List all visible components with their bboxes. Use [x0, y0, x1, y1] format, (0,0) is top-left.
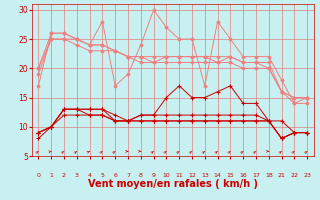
X-axis label: Vent moyen/en rafales ( km/h ): Vent moyen/en rafales ( km/h )	[88, 179, 258, 189]
